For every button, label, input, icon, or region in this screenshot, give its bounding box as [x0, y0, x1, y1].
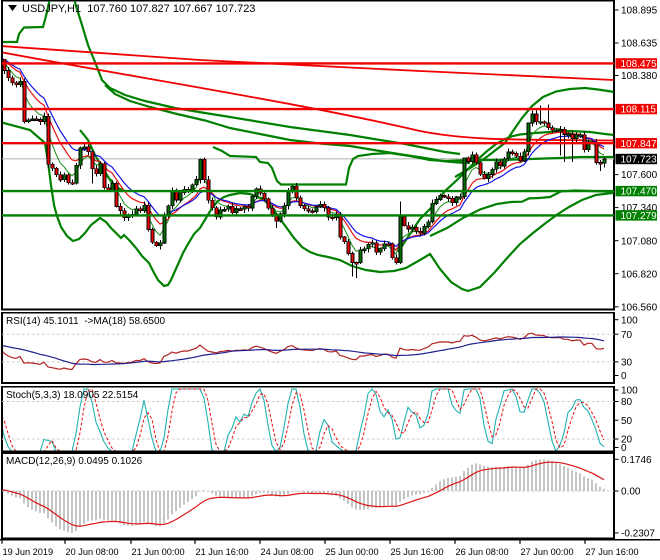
svg-text:50: 50: [621, 416, 633, 427]
svg-text:21 Jun 16:00: 21 Jun 16:00: [196, 547, 249, 557]
svg-text:0: 0: [621, 443, 627, 454]
svg-text:108.895: 108.895: [621, 6, 658, 17]
svg-text:20 Jun 08:00: 20 Jun 08:00: [66, 547, 119, 557]
svg-text:RSI(14) 45.1011 ->MA(18) 58.6: RSI(14) 45.1011 ->MA(18) 58.6500: [6, 316, 166, 327]
svg-text:27 Jun 16:00: 27 Jun 16:00: [586, 547, 639, 557]
svg-text:100: 100: [621, 386, 638, 397]
svg-text:USDJPY,H1 107.760 107.827 107: USDJPY,H1 107.760 107.827 107.667 107.72…: [22, 3, 255, 15]
svg-text:108.115: 108.115: [621, 105, 657, 116]
svg-text:30: 30: [621, 358, 633, 369]
svg-text:24 Jun 08:00: 24 Jun 08:00: [261, 547, 314, 557]
svg-text:0.00: 0.00: [621, 487, 641, 498]
svg-text:80: 80: [621, 397, 633, 408]
svg-text:107.080: 107.080: [621, 236, 658, 247]
svg-text:108.380: 108.380: [621, 71, 658, 82]
svg-text:-0.2307: -0.2307: [621, 529, 655, 540]
svg-text:70: 70: [621, 330, 633, 341]
svg-text:25 Jun 16:00: 25 Jun 16:00: [391, 547, 444, 557]
svg-text:Stoch(5,3,3) 18.0905 22.5154: Stoch(5,3,3) 18.0905 22.5154: [6, 390, 139, 401]
svg-text:107.279: 107.279: [621, 211, 658, 222]
svg-text:21 Jun 00:00: 21 Jun 00:00: [132, 547, 185, 557]
svg-text:107.600: 107.600: [621, 170, 658, 181]
svg-text:27 Jun 00:00: 27 Jun 00:00: [521, 547, 574, 557]
svg-text:106.820: 106.820: [621, 269, 658, 280]
svg-text:MACD(12,26,9) 0.0495 0.1026: MACD(12,26,9) 0.0495 0.1026: [6, 456, 143, 467]
svg-text:107.723: 107.723: [621, 155, 658, 166]
svg-text:26 Jun 08:00: 26 Jun 08:00: [456, 547, 509, 557]
svg-text:107.470: 107.470: [621, 187, 658, 198]
svg-text:0.1746: 0.1746: [621, 455, 652, 466]
svg-text:0: 0: [621, 371, 627, 382]
svg-text:106.560: 106.560: [621, 302, 658, 313]
svg-text:108.635: 108.635: [621, 39, 658, 50]
svg-text:108.475: 108.475: [621, 59, 658, 70]
svg-text:107.847: 107.847: [621, 139, 658, 150]
svg-text:25 Jun 00:00: 25 Jun 00:00: [326, 547, 379, 557]
svg-text:20: 20: [621, 435, 633, 446]
svg-text:19 Jun 2019: 19 Jun 2019: [3, 547, 54, 557]
svg-text:107.340: 107.340: [621, 203, 658, 214]
svg-text:100: 100: [621, 315, 638, 326]
